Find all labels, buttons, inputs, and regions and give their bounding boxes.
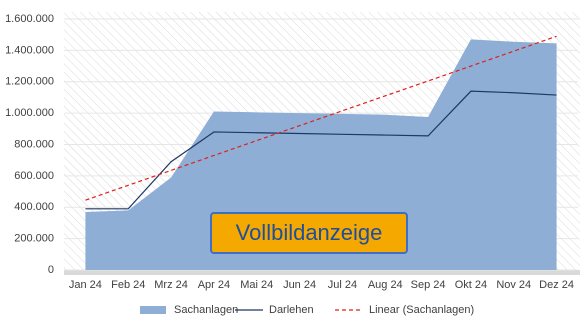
area — [85, 39, 557, 270]
legend-label: Linear (Sachanlagen) — [369, 304, 474, 316]
y-tick-label: 1.400.000 — [5, 44, 54, 56]
y-tick-label: 200.000 — [14, 233, 54, 245]
x-tick-label: Aug 24 — [368, 279, 403, 291]
trend-line — [85, 35, 557, 201]
x-tick-label: Dez 24 — [539, 279, 574, 291]
x-tick-label: Feb 24 — [111, 279, 145, 291]
x-tick-label: Jan 24 — [69, 279, 102, 291]
y-tick-label: 1.000.000 — [5, 107, 54, 119]
fullscreen-button[interactable]: Vollbildanzeige — [210, 212, 408, 254]
legend-label: Sachanlagen — [174, 304, 238, 316]
x-tick-label: Sep 24 — [411, 279, 446, 291]
legend-swatch — [140, 306, 166, 314]
x-tick-label: Jun 24 — [283, 279, 316, 291]
y-tick-label: 800.000 — [14, 138, 54, 150]
x-tick-label: Apr 24 — [198, 279, 230, 291]
x-tick-label: Okt 24 — [455, 279, 487, 291]
x-tick-label: Jul 24 — [328, 279, 357, 291]
x-tick-label: Mai 24 — [240, 279, 273, 291]
y-tick-label: 400.000 — [14, 201, 54, 213]
floor — [64, 270, 580, 275]
y-tick-label: 600.000 — [14, 170, 54, 182]
legend-label: Darlehen — [269, 304, 314, 316]
x-tick-label: Nov 24 — [496, 279, 531, 291]
line — [85, 90, 557, 210]
y-tick-label: 0 — [48, 264, 54, 276]
y-tick-label: 1.600.000 — [5, 13, 54, 25]
x-tick-label: Mrz 24 — [154, 279, 188, 291]
y-tick-label: 1.200.000 — [5, 76, 54, 88]
